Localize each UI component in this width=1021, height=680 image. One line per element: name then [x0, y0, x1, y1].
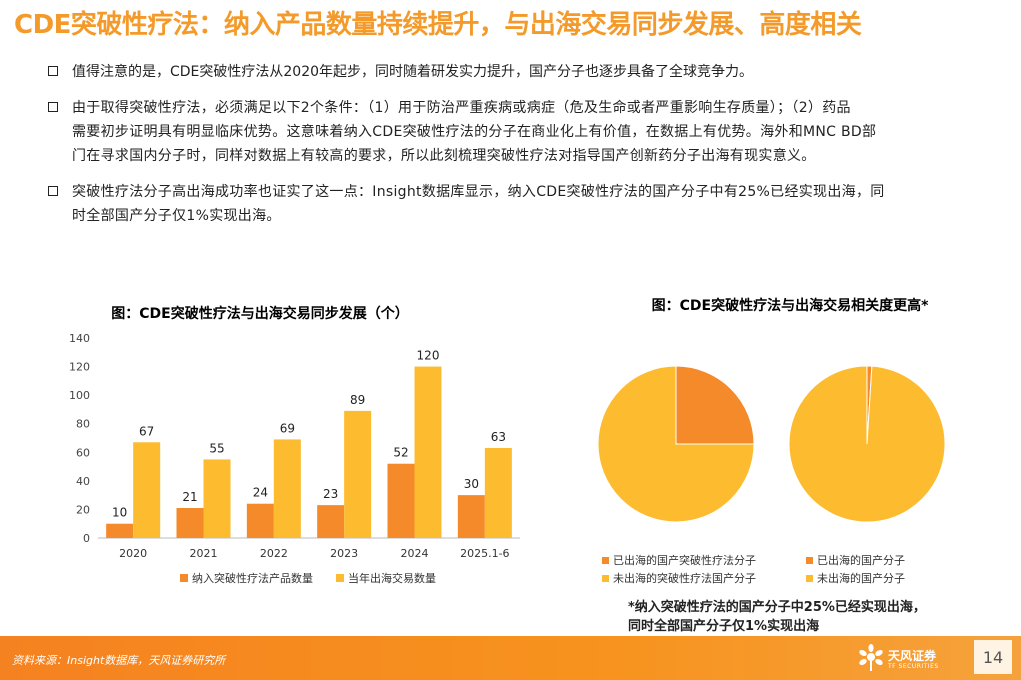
page-title: CDE突破性疗法：纳入产品数量持续提升，与出海交易同步发展、高度相关	[14, 10, 862, 40]
y-tick-label: 80	[76, 418, 90, 431]
legend-label: 已出海的国产突破性疗法分子	[613, 553, 756, 567]
pie-slice	[597, 365, 755, 523]
data-label: 63	[491, 430, 506, 444]
legend-swatch	[806, 557, 813, 564]
source-note: 资料来源：Insight数据库，天风证券研究所	[12, 654, 226, 667]
bullet-line: 门在寻求国内分子时，同样对数据上有较高的要求，所以此刻梳理突破性疗法对指导国产创…	[72, 148, 816, 164]
x-tick-label: 2023	[330, 547, 358, 560]
footnote-line: *纳入突破性疗法的国产分子中25%已经实现出海，	[628, 600, 926, 615]
y-tick-label: 60	[76, 446, 90, 459]
legend-swatch	[806, 575, 813, 582]
data-label: 52	[393, 446, 408, 460]
x-tick-label: 2020	[119, 547, 147, 560]
bar	[106, 523, 134, 538]
data-label: 24	[253, 486, 268, 500]
footnote-line: 同时全部国产分子仅1%实现出海	[628, 619, 820, 634]
legend-label: 纳入突破性疗法产品数量	[192, 571, 313, 585]
bar	[344, 410, 372, 538]
data-label: 120	[417, 349, 440, 363]
legend-label: 当年出海交易数量	[348, 571, 436, 585]
brand: 天风证券 TF SECURITIES	[858, 644, 948, 674]
bar	[457, 495, 485, 538]
bullet-text: 值得注意的是，CDE突破性疗法从2020年起步，同时随着研发实力提升，国产分子也…	[72, 64, 754, 80]
page-number-box: 14	[974, 640, 1012, 674]
bullet-line: 突破性疗法分子高出海成功率也证实了这一点：Insight数据库显示，纳入CDE突…	[72, 184, 885, 200]
checkbox-square-icon	[48, 66, 58, 76]
x-tick-label: 2025.1-6	[460, 547, 509, 560]
y-tick-label: 0	[83, 532, 90, 545]
footnote: *纳入突破性疗法的国产分子中25%已经实现出海， 同时全部国产分子仅1%实现出海	[628, 598, 958, 636]
bar	[203, 459, 231, 538]
pie-chart: 图：CDE突破性疗法与出海交易相关度更高* 已出海的国产突破性疗法分子 已出海的国…	[597, 297, 946, 585]
legend-swatch	[602, 557, 609, 564]
bullet-list: 值得注意的是，CDE突破性疗法从2020年起步，同时随着研发实力提升，国产分子也…	[48, 60, 978, 240]
pie-chart-title: 图：CDE突破性疗法与出海交易相关度更高*	[652, 297, 929, 314]
y-tick-label: 100	[69, 389, 90, 402]
y-tick-label: 40	[76, 475, 90, 488]
bullet-item: 由于取得突破性疗法，必须满足以下2个条件：（1）用于防治严重疾病或病症（危及生命…	[48, 96, 978, 168]
bullet-line: 由于取得突破性疗法，必须满足以下2个条件：（1）用于防治严重疾病或病症（危及生命…	[72, 100, 851, 116]
bullet-item: 突破性疗法分子高出海成功率也证实了这一点：Insight数据库显示，纳入CDE突…	[48, 180, 978, 228]
bar	[414, 366, 442, 538]
bar-chart: 图：CDE突破性疗法与出海交易同步发展（个） 0 20 40 60 80 100 120 14…	[69, 305, 520, 585]
x-tick-label: 2021	[190, 547, 218, 560]
bar-chart-title: 图：CDE突破性疗法与出海交易同步发展（个）	[111, 305, 408, 322]
bullet-line: 时全部国产分子仅1%实现出海。	[72, 208, 281, 224]
checkbox-square-icon	[48, 102, 58, 112]
data-label: 89	[350, 393, 365, 407]
legend-swatch	[180, 574, 188, 582]
bar	[387, 463, 415, 538]
data-label: 10	[112, 506, 127, 520]
bullet-item: 值得注意的是，CDE突破性疗法从2020年起步，同时随着研发实力提升，国产分子也…	[48, 60, 978, 84]
data-label: 21	[182, 490, 197, 504]
bar	[246, 503, 274, 538]
bar	[484, 448, 512, 538]
bullet-line: 需要初步证明具有明显临床优势。这意味着纳入CDE突破性疗法的分子在商业化上有价值…	[72, 124, 877, 140]
data-label: 30	[464, 477, 479, 491]
bar	[273, 439, 301, 538]
footer-bar: 资料来源：Insight数据库，天风证券研究所 天风证券 TF SECURITI…	[0, 636, 1021, 680]
legend-swatch	[602, 575, 609, 582]
y-tick-label: 140	[69, 332, 90, 345]
y-tick-label: 20	[76, 503, 90, 516]
data-label: 23	[323, 487, 338, 501]
brand-logo-icon	[859, 644, 883, 671]
pie-slice	[675, 365, 755, 445]
checkbox-square-icon	[48, 186, 58, 196]
x-tick-label: 2024	[401, 547, 429, 560]
legend-label: 已出海的国产分子	[817, 553, 905, 567]
pie-slice	[788, 365, 946, 523]
data-label: 67	[139, 424, 154, 438]
legend-label: 未出海的国产分子	[817, 571, 905, 585]
bar	[317, 505, 345, 538]
legend-swatch	[336, 574, 344, 582]
data-label: 69	[280, 421, 295, 435]
page-number: 14	[982, 648, 1004, 667]
bar	[133, 442, 161, 538]
y-tick-label: 120	[69, 361, 90, 374]
x-tick-label: 2022	[260, 547, 288, 560]
bar	[176, 508, 204, 538]
data-label: 55	[209, 441, 224, 455]
legend-label: 未出海的突破性疗法国产分子	[613, 571, 756, 585]
brand-name: 天风证券	[888, 649, 937, 663]
brand-subtitle: TF SECURITIES	[888, 663, 939, 670]
